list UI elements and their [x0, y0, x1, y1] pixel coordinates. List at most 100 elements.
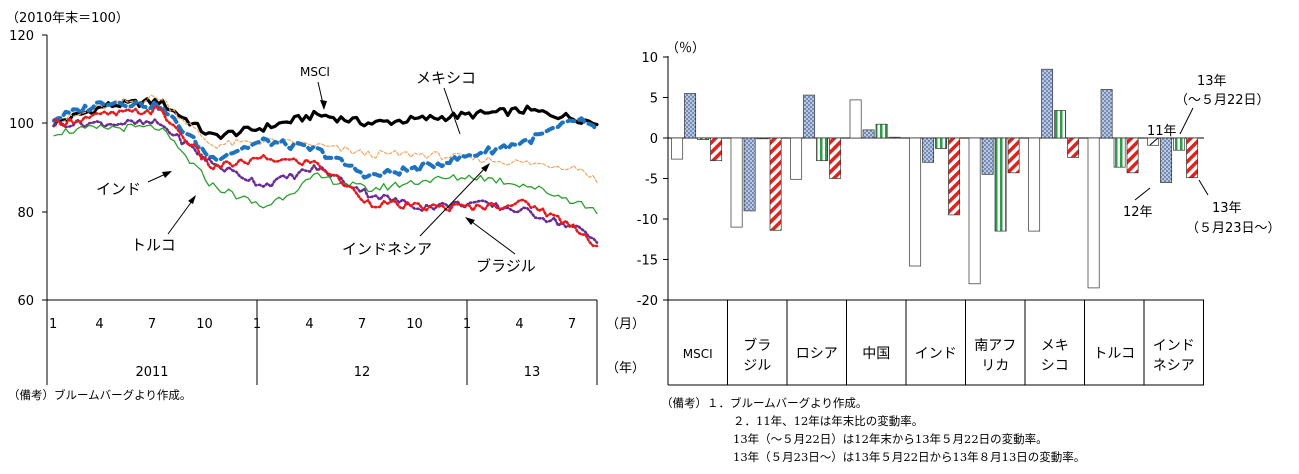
bar-トルコ-12年 — [1100, 89, 1113, 139]
month-tick-label: 7 — [148, 317, 156, 332]
month-tick-label: 4 — [305, 317, 313, 332]
month-tick-label: 1 — [463, 317, 471, 332]
bar-group — [671, 68, 1199, 289]
month-tick-label: 10 — [406, 317, 423, 332]
bar-南アフリカ-11年 — [968, 137, 981, 285]
bar-y-tick-label: 10 — [641, 51, 658, 66]
category-label: リカ — [981, 358, 1009, 374]
bar-インドネシア-13年（５月23日～） — [1186, 137, 1199, 179]
bar-ロシア-13年（５月23日～） — [829, 137, 842, 179]
y-tick-label: 100 — [9, 117, 34, 132]
bar-トルコ-13年（～５月22日） — [1113, 137, 1126, 168]
bar-トルコ-13年（５月23日～） — [1126, 137, 1139, 174]
bar-y-tick-label: -20 — [637, 294, 658, 309]
bar-メキシコ-13年（５月23日～） — [1067, 137, 1080, 158]
bar-chart: （％） 10 5 0 -5 -10 -15 -20 MSCI ブラジル ロシア 中国 インド 南アフリ… — [637, 41, 1281, 464]
bar-ロシア-11年 — [790, 137, 803, 180]
annotation-arrowhead — [320, 100, 327, 110]
line-series-unnamed — [53, 94, 598, 183]
annotation-mexico: メキシコ — [416, 69, 476, 87]
bar-メキシコ-12年 — [1041, 68, 1054, 139]
line-series-group — [52, 94, 599, 248]
annotation-brazil: ブラジル — [476, 257, 536, 275]
bar-メキシコ-13年（～５月22日） — [1054, 110, 1067, 139]
bar-ブラジル-13年（５月23日～） — [769, 137, 782, 231]
bar-南アフリカ-13年（～５月22日） — [994, 137, 1007, 232]
legend-label-13a-line1: 13年 — [1197, 74, 1227, 89]
month-tick-label: 10 — [196, 317, 213, 332]
bar-MSCI-12年 — [684, 93, 697, 139]
bar-南アフリカ-13年（５月23日～） — [1007, 137, 1020, 174]
line-series-MSCI — [52, 97, 599, 140]
bar-y-tick-group: 10 5 0 -5 -10 -15 -20 — [637, 51, 668, 309]
legend-label-12: 12年 — [1123, 205, 1153, 220]
bar-インドネシア-12年 — [1160, 137, 1173, 183]
bar-ロシア-12年 — [803, 94, 816, 139]
month-tick-label: 4 — [515, 317, 523, 332]
category-label: シコ — [1041, 358, 1069, 374]
bar-中国-12年 — [862, 129, 875, 139]
bar-中国-13年（～５月22日） — [875, 123, 888, 139]
line-series-トルコ — [53, 123, 598, 215]
bar-トルコ-11年 — [1087, 137, 1100, 289]
bar-インド-11年 — [909, 137, 922, 267]
bar-インド-12年 — [922, 137, 935, 163]
bar-ブラジル-12年 — [743, 137, 756, 212]
bar-MSCI-13年（５月23日～） — [710, 137, 723, 162]
annotation-indonesia: インドネシア — [342, 240, 432, 258]
line-chart: （2010年末＝100） 120 100 80 60 1 4 7 10 1 4 7 10 1 4 7… — [6, 11, 645, 402]
bar-ブラジル-11年 — [730, 137, 743, 228]
bar-中国-11年 — [849, 99, 862, 139]
bar-インド-13年（～５月22日） — [935, 137, 948, 149]
month-tick-label: 7 — [358, 317, 366, 332]
bar-MSCI-11年 — [671, 137, 684, 160]
bar-y-tick-label: -5 — [645, 173, 658, 188]
category-label: MSCI — [683, 347, 713, 361]
bar-メキシコ-11年 — [1028, 137, 1041, 232]
y-tick-label: 120 — [9, 29, 34, 44]
right-note-1: （備考）１．ブルームバーグより作成。 — [661, 396, 867, 410]
bar-ロシア-13年（～５月22日） — [816, 137, 829, 162]
year-label: 13 — [524, 365, 541, 380]
category-label: メキ — [1041, 338, 1069, 354]
bar-y-tick-label: 5 — [650, 92, 658, 107]
y-tick-label: 60 — [17, 294, 34, 309]
y-tick-label: 80 — [17, 206, 34, 221]
legend-label-13b-line1: 13年 — [1212, 201, 1242, 216]
bar-y-tick-label: -15 — [637, 254, 658, 269]
month-unit-label: （月） — [606, 317, 645, 332]
legend-label-13b-line2: （５月23日～） — [1186, 221, 1281, 236]
bar-y-tick-label: 0 — [650, 132, 658, 147]
category-label: ネシア — [1153, 358, 1195, 374]
month-tick-label: 1 — [49, 317, 57, 332]
year-label: 12 — [354, 365, 371, 380]
bar-ブラジル-13年（～５月22日） — [756, 137, 769, 140]
bar-インド-13年（５月23日～） — [948, 137, 961, 216]
month-tick-label: 7 — [568, 317, 576, 332]
right-note-2: ２．11年、12年は年末比の変動率。 — [733, 414, 923, 428]
month-tick-label: 1 — [253, 317, 261, 332]
annotation-msci: MSCI — [300, 65, 330, 79]
category-label: インド — [1153, 338, 1195, 354]
right-note-3: 13年（～５月22日）は12年末から13年５月22日の変動率。 — [733, 432, 1048, 446]
annotation-turkey: トルコ — [131, 236, 176, 254]
legend-label-13a-line2: （～５月22日） — [1175, 93, 1270, 108]
category-label: 中国 — [862, 346, 890, 362]
category-label: ロシア — [796, 346, 838, 362]
annotation-india: インド — [96, 180, 141, 198]
category-label: 南アフ — [974, 338, 1016, 354]
right-note-4: 13年（５月23日～）は13年５月22日から13年８月13日の変動率。 — [733, 450, 1085, 464]
year-label: 2011 — [135, 365, 168, 380]
month-tick-group: 1 4 7 10 1 4 7 10 1 4 7 — [49, 317, 576, 332]
category-label: ジル — [743, 358, 771, 374]
bar-インドネシア-13年（～５月22日） — [1173, 137, 1186, 151]
bar-y-tick-label: -10 — [637, 213, 658, 228]
right-unit-label: （％） — [666, 41, 705, 56]
month-tick-label: 4 — [95, 317, 103, 332]
category-label: ブラ — [743, 337, 771, 354]
bar-中国-13年（５月23日～） — [888, 136, 901, 139]
left-unit-label: （2010年末＝100） — [6, 11, 129, 26]
year-unit-label: （年） — [606, 361, 645, 376]
